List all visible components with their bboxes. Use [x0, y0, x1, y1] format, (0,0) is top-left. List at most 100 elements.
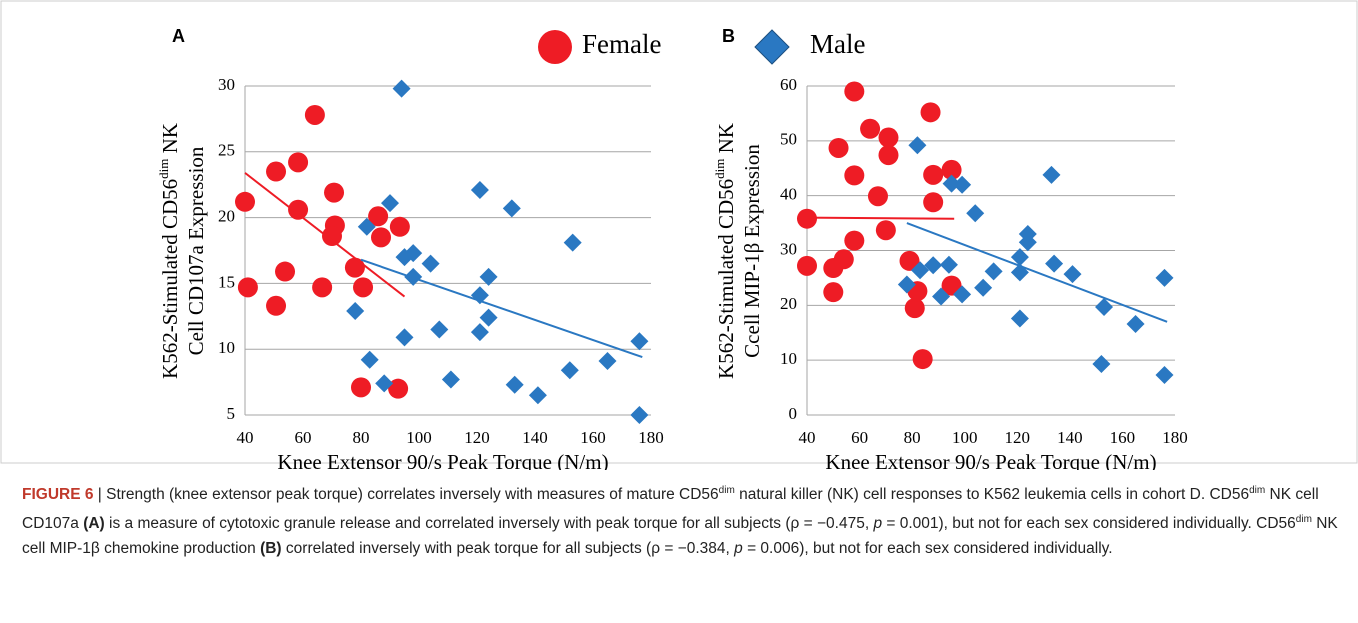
x-tick-label: 100 — [952, 428, 978, 447]
point — [381, 194, 399, 213]
caption-text: correlated inversely with peak torque fo… — [281, 540, 735, 558]
point — [389, 216, 410, 237]
point — [1095, 297, 1114, 316]
point — [878, 127, 899, 148]
caption-text: is a measure of cytotoxic granule releas… — [104, 515, 874, 533]
caption-text: = 0.006), but not for each sex considere… — [742, 540, 1113, 558]
x-tick-label: 40 — [237, 428, 254, 447]
x-tick-label: 80 — [904, 428, 921, 447]
point — [899, 250, 920, 271]
point — [844, 230, 865, 251]
point — [322, 226, 342, 247]
point — [395, 328, 414, 347]
y-tick-label: 10 — [218, 338, 235, 357]
y-label-sup: dim — [156, 159, 171, 179]
point — [392, 79, 411, 98]
y-tick-label: 20 — [780, 294, 797, 313]
trend-line — [244, 172, 406, 298]
point — [266, 295, 287, 316]
y-tick-label: 40 — [780, 185, 797, 204]
point — [1063, 265, 1082, 284]
point — [911, 261, 930, 280]
point — [941, 275, 962, 296]
point — [1010, 309, 1029, 328]
y-tick-label: 30 — [780, 239, 797, 258]
x-tick-label: 160 — [580, 428, 606, 447]
point — [924, 256, 943, 275]
point — [563, 233, 582, 252]
y-tick-label: 15 — [218, 272, 235, 291]
x-axis-label: Knee Extensor 90/s Peak Torque (N/m) — [277, 450, 608, 470]
x-tick-label: 140 — [522, 428, 548, 447]
panel-label: A — [172, 26, 185, 46]
point — [1042, 165, 1061, 184]
y-tick-label: 0 — [789, 404, 798, 423]
point — [479, 308, 498, 327]
caption-sup: dim — [1295, 514, 1312, 526]
point — [598, 352, 617, 371]
point — [404, 244, 423, 263]
trend-line — [360, 258, 643, 359]
point — [953, 175, 972, 194]
caption-sup: dim — [718, 485, 735, 496]
point — [1010, 248, 1029, 267]
caption-label: FIGURE 6 — [22, 486, 94, 504]
point — [932, 287, 951, 306]
caption-text: p — [734, 540, 743, 558]
point — [288, 199, 309, 220]
point — [505, 375, 524, 394]
x-tick-label: 100 — [406, 428, 432, 447]
y-tick-label: 5 — [227, 404, 236, 423]
x-tick-label: 120 — [1005, 428, 1031, 447]
legend-marker — [754, 29, 790, 65]
point — [470, 180, 489, 199]
point — [375, 374, 394, 393]
figure-border — [0, 0, 1358, 464]
point — [823, 282, 844, 303]
point — [974, 278, 993, 297]
point — [560, 361, 579, 380]
point — [351, 377, 371, 398]
point — [288, 152, 309, 173]
point — [912, 349, 933, 370]
x-tick-label: 40 — [799, 428, 816, 447]
legend-marker — [538, 30, 572, 64]
panel-label: B — [722, 26, 735, 46]
point — [371, 227, 392, 248]
y-tick-label: 30 — [218, 75, 235, 94]
point — [502, 199, 521, 218]
figure: A B K562-Stimulated CD56dim NK Cell CD10… — [0, 0, 1358, 470]
caption-text: (B) — [260, 540, 282, 558]
y-tick-label: 25 — [218, 141, 235, 160]
point — [357, 217, 376, 236]
point — [360, 350, 379, 369]
y-label-sup: dim — [712, 159, 727, 179]
y-tick-label: 60 — [780, 75, 797, 94]
point — [1092, 355, 1111, 374]
point — [441, 370, 460, 389]
point — [1155, 365, 1174, 384]
y-axis-label: Ccell MIP-1β Expression — [740, 144, 764, 358]
point — [875, 220, 896, 241]
caption: FIGURE 6 | Strength (knee extensor peak … — [22, 478, 1338, 561]
point — [1018, 225, 1037, 244]
y-label-text: K562-Stimulated CD56 — [158, 179, 182, 379]
point — [479, 267, 498, 286]
point — [368, 206, 389, 227]
trend-line — [806, 216, 955, 220]
y-tick-label: 50 — [780, 130, 797, 149]
point — [266, 161, 287, 182]
point — [939, 255, 958, 274]
y-axis-label: K562-Stimulated CD56dim NK — [712, 123, 738, 379]
legend-label: Female — [582, 29, 661, 59]
caption-text: NK cell MIP-1β chemokine production — [22, 515, 1338, 558]
point — [1155, 268, 1174, 287]
point — [942, 174, 961, 193]
caption-text: NK cell CD107a — [22, 486, 1319, 533]
caption-text: p — [873, 515, 883, 533]
y-label-text: NK — [158, 123, 182, 159]
legend-label: Male — [810, 29, 865, 59]
x-axis-label: Knee Extensor 90/s Peak Torque (N/m) — [825, 450, 1156, 470]
x-tick-label: 140 — [1057, 428, 1083, 447]
y-axis-label: K562-Stimulated CD56dim NK — [156, 123, 182, 379]
